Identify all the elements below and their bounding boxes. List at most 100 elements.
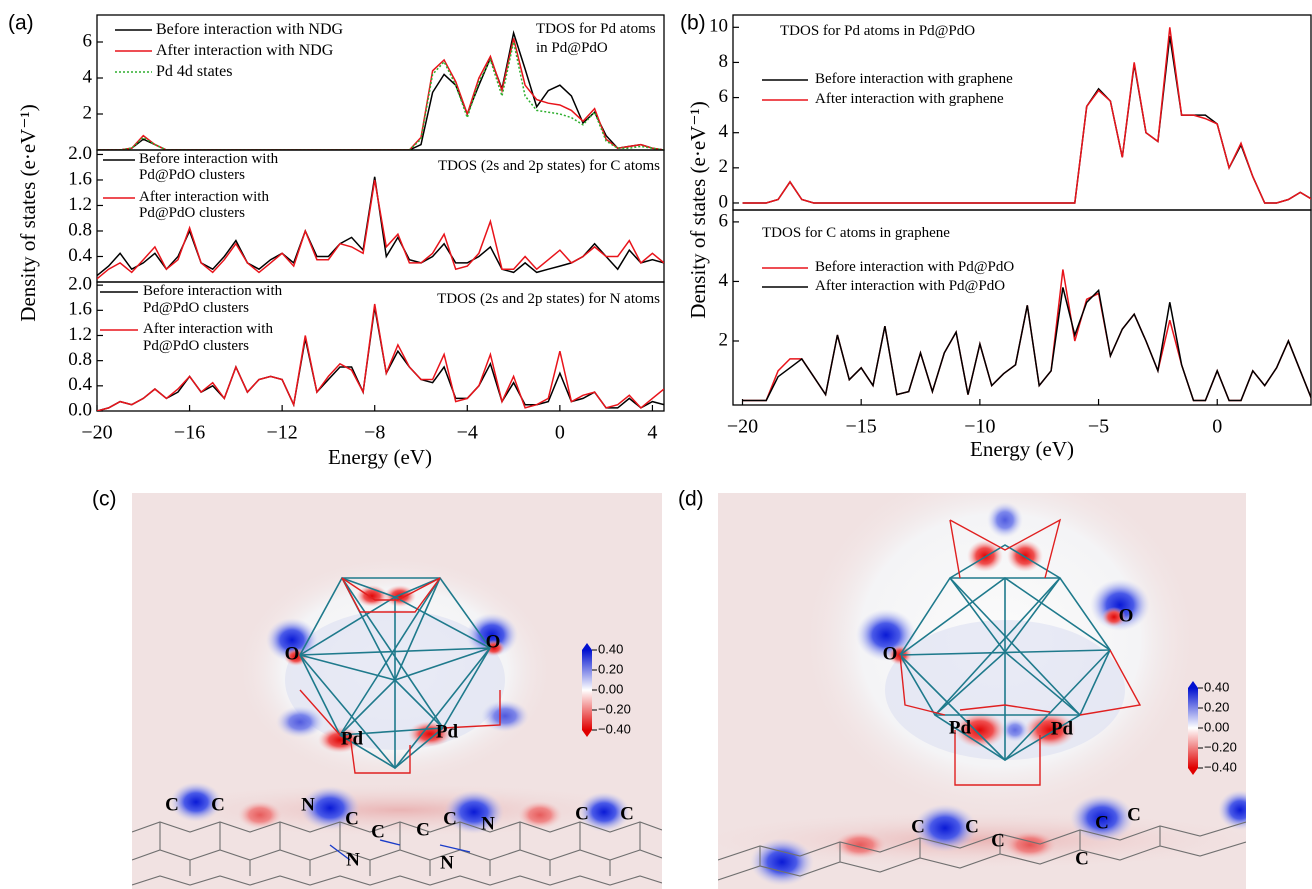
atom-label: C <box>991 830 1005 851</box>
x-tick-label: 0 <box>555 422 565 444</box>
atom-label: N <box>346 849 360 870</box>
atom-label: C <box>211 794 225 815</box>
y-tick-label: 1.2 <box>68 324 92 345</box>
atom-label: O <box>486 631 501 652</box>
legend-label-line: Pd@PdO clusters <box>143 300 249 316</box>
legend-label: Before interaction with NDG <box>156 21 344 38</box>
legend-label-line: After interaction with Pd@PdO <box>815 278 1005 294</box>
x-axis-title: Energy (eV) <box>328 445 432 469</box>
legend-label-line: After interaction with <box>139 189 269 205</box>
x-tick-label: −20 <box>727 416 758 438</box>
atom-label: N <box>440 852 454 873</box>
colorbar-label: −0.20 <box>598 701 631 716</box>
colorbar <box>1188 688 1198 768</box>
atom-label: C <box>345 808 359 829</box>
colorbar-label: 0.00 <box>1204 719 1229 734</box>
annotation-line: TDOS for C atoms in graphene <box>762 225 950 241</box>
legend-label-line: Pd@PdO clusters <box>139 205 245 221</box>
atom-label: Pd <box>949 717 972 738</box>
x-tick-label: 4 <box>647 422 657 444</box>
legend-label-line: After interaction with <box>143 321 273 337</box>
atom-label: Pd <box>1051 718 1074 739</box>
y-tick-label: 1.6 <box>68 299 92 320</box>
x-tick-label: 0 <box>1212 416 1222 438</box>
y-tick-label: 0.8 <box>68 349 92 370</box>
atom-label: C <box>165 794 179 815</box>
legend-label-line: Before interaction with <box>143 283 283 299</box>
x-tick-label: −10 <box>964 416 995 438</box>
annotation-line: TDOS (2s and 2p states) for N atoms <box>437 291 660 307</box>
legend-label-line: Before interaction with graphene <box>815 71 1013 87</box>
colorbar-label: −0.40 <box>598 721 631 736</box>
atom-label: C <box>416 819 430 840</box>
annotation-line: TDOS for Pd atoms <box>536 21 656 37</box>
x-tick-label: −16 <box>174 422 205 444</box>
y-tick-label: 2 <box>719 329 729 350</box>
annotation: TDOS (2s and 2p states) for C atoms <box>438 158 660 174</box>
legend-label-line: Pd@PdO clusters <box>143 338 249 354</box>
legend-label: Pd 4d states <box>156 63 232 80</box>
atom-label: Pd <box>436 721 459 742</box>
charge-map-d <box>680 460 1280 889</box>
atom-label: Pd <box>341 728 364 749</box>
y-axis-title: Density of states (e·eV⁻¹) <box>16 104 40 321</box>
atom-label: C <box>575 803 589 824</box>
atom-label: C <box>620 803 634 824</box>
atom-label: C <box>1095 812 1109 833</box>
x-tick-label: −4 <box>457 422 478 444</box>
x-tick-label: −8 <box>364 422 385 444</box>
y-tick-label: 1.6 <box>68 168 92 189</box>
x-axis-title: Energy (eV) <box>970 437 1074 461</box>
y-tick-label: 6 <box>719 210 729 231</box>
atom-label: O <box>1119 605 1134 626</box>
y-tick-label: 4 <box>83 66 93 87</box>
colorbar-label: 0.00 <box>598 681 623 696</box>
colorbar-label: −0.20 <box>1204 739 1237 754</box>
x-tick-label: −15 <box>846 416 877 438</box>
atom-label: C <box>371 821 385 842</box>
plot-frame <box>733 15 1311 210</box>
legend-label: Before interaction with graphene <box>815 71 1013 87</box>
legend-label: After interaction with Pd@PdO <box>815 278 1005 294</box>
x-tick-label: −20 <box>81 422 112 444</box>
legend-label-line: Before interaction with Pd@PdO <box>815 259 1014 275</box>
y-tick-label: 8 <box>719 51 729 72</box>
annotation-line: TDOS for Pd atoms in Pd@PdO <box>780 23 975 39</box>
y-tick-label: 4 <box>719 270 729 291</box>
legend-label-line: After interaction with graphene <box>815 91 1004 107</box>
legend-label: After interaction with graphene <box>815 91 1004 107</box>
y-tick-label: 0 <box>719 191 729 212</box>
atom-label: C <box>443 808 457 829</box>
y-tick-label: 10 <box>709 16 728 37</box>
y-axis-title: Density of states (e·eV⁻¹) <box>686 101 710 318</box>
legend-label-line: Pd 4d states <box>156 63 232 80</box>
colorbar <box>582 650 592 730</box>
legend-label-line: Before interaction with NDG <box>156 21 344 38</box>
legend-label-line: Pd@PdO clusters <box>139 167 245 183</box>
x-tick-label: −5 <box>1088 416 1109 438</box>
panel-label: (a) <box>8 12 34 35</box>
colorbar-label: −0.40 <box>1204 759 1237 774</box>
series-line <box>743 27 1312 203</box>
annotation: TDOS for C atoms in graphene <box>762 225 950 241</box>
colorbar-label: 0.40 <box>1204 679 1229 694</box>
y-tick-label: 2 <box>83 102 93 123</box>
x-tick-label: −12 <box>267 422 298 444</box>
y-tick-label: 4 <box>719 121 729 142</box>
y-tick-label: 0.0 <box>68 399 92 420</box>
y-tick-label: 0.4 <box>68 374 92 395</box>
panel-label: (b) <box>680 12 706 35</box>
atom-label: C <box>1127 804 1141 825</box>
panel-label: (d) <box>678 488 704 511</box>
legend-label-line: After interaction with NDG <box>156 42 334 59</box>
y-tick-label: 2.0 <box>68 274 92 295</box>
y-tick-label: 2 <box>719 156 729 177</box>
colorbar-label: 0.20 <box>598 661 623 676</box>
annotation: TDOS for Pd atomsin Pd@PdO <box>536 21 656 56</box>
atom-label: C <box>1075 848 1089 869</box>
y-tick-label: 1.2 <box>68 194 92 215</box>
atom-label: C <box>965 816 979 837</box>
